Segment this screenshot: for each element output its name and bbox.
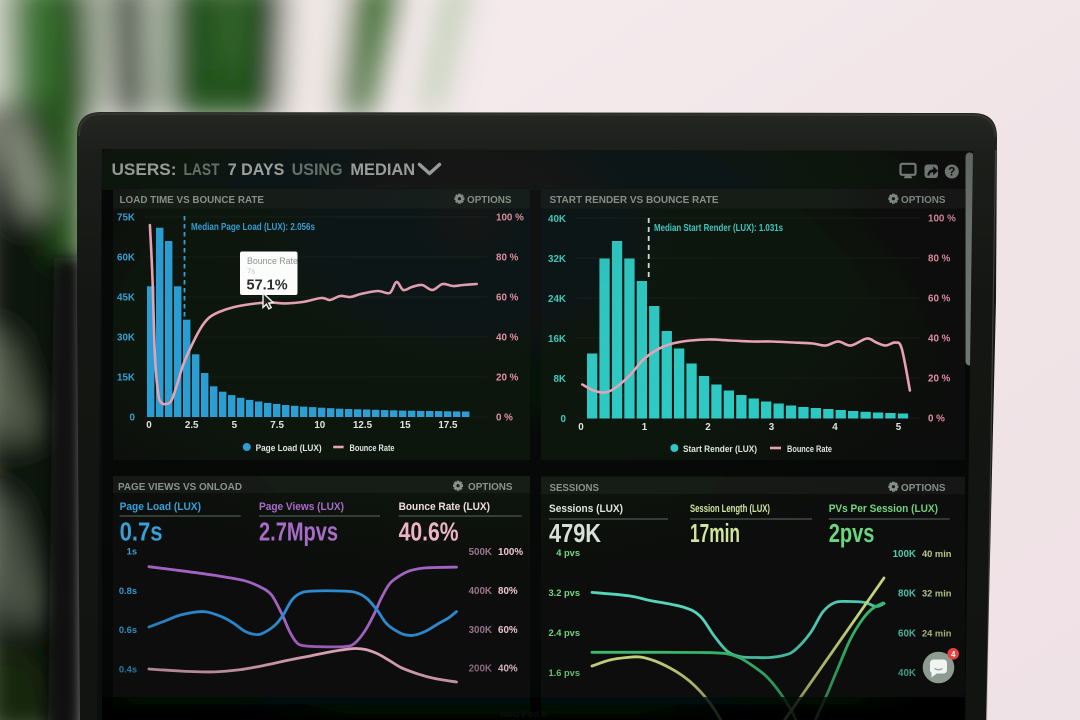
- svg-text:7s: 7s: [247, 267, 255, 276]
- svg-text:4: 4: [951, 650, 956, 659]
- svg-text:Bounce Rate: Bounce Rate: [247, 256, 298, 266]
- svg-text:57.1%: 57.1%: [247, 278, 288, 294]
